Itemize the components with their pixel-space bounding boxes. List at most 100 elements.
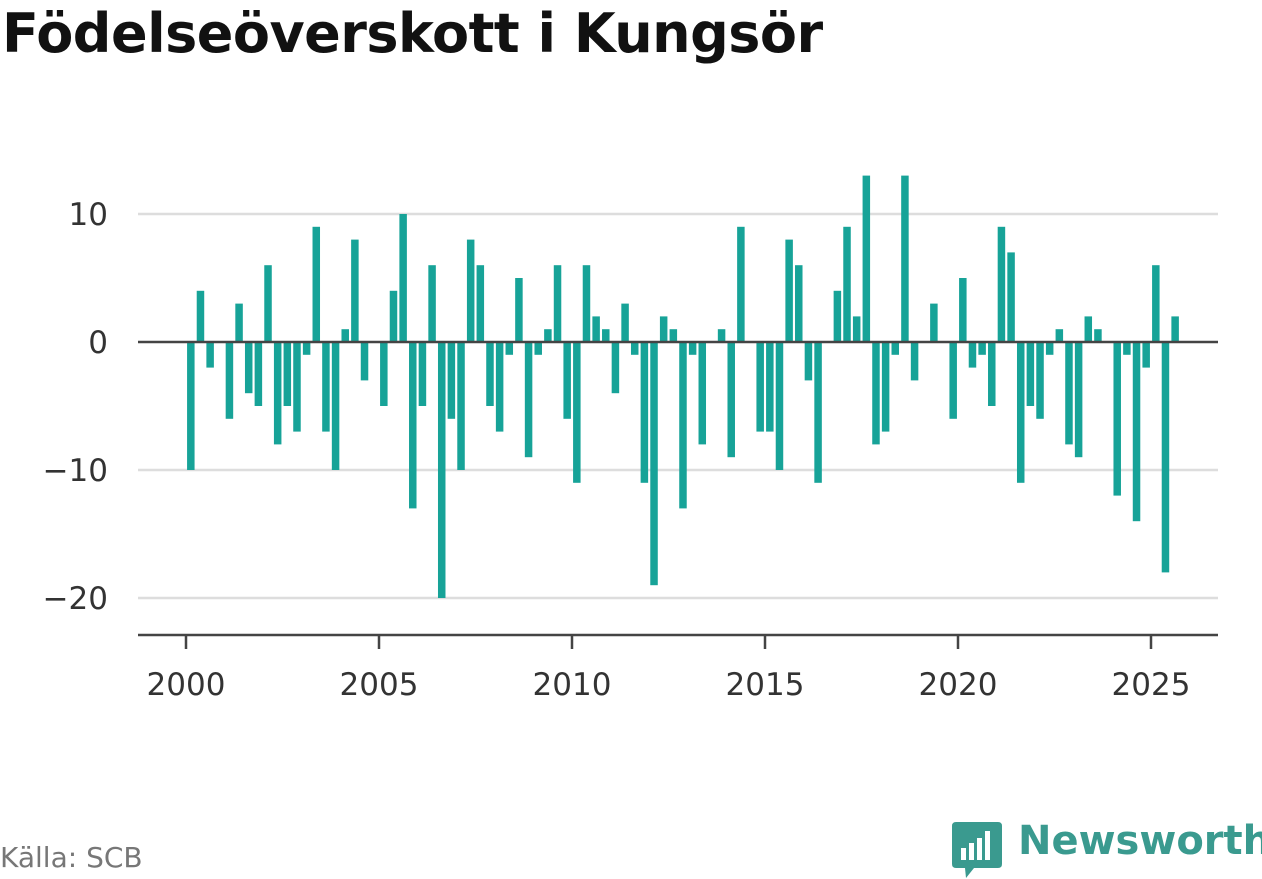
bar: [698, 342, 707, 445]
tick-labels: 10 0 −10 −20 2000 2005 2010 2015 2020 2025: [43, 197, 1191, 703]
x-tick-label: 2020: [919, 667, 998, 703]
bar: [949, 342, 957, 419]
bar: [775, 342, 784, 470]
bar: [1084, 316, 1093, 342]
bar: [196, 290, 205, 342]
bar: [659, 316, 668, 342]
bar: [785, 239, 793, 342]
bar: [611, 342, 620, 394]
bar: [630, 342, 639, 355]
bar: [495, 342, 504, 432]
bar: [640, 342, 649, 483]
bar: [235, 303, 243, 342]
y-tick-label: 10: [69, 197, 108, 233]
bar: [930, 303, 938, 342]
x-tick-label: 2010: [533, 667, 612, 703]
bar: [1161, 342, 1170, 573]
newsworthy-logo-icon: [952, 822, 1002, 878]
bar: [891, 342, 900, 355]
bar: [563, 342, 571, 419]
bar: [1074, 342, 1083, 458]
bar: [1094, 329, 1102, 342]
bar: [872, 342, 880, 445]
x-tick-label: 2025: [1112, 667, 1191, 703]
bar: [1142, 342, 1150, 368]
bar: [592, 316, 600, 342]
bar: [553, 265, 562, 342]
bar: [341, 329, 349, 342]
bar: [524, 342, 533, 458]
bar: [1065, 342, 1073, 445]
brand-name: Newsworthy: [1018, 818, 1262, 864]
grid-lines: [138, 212, 1218, 600]
bar: [852, 316, 861, 342]
bar: [756, 342, 764, 432]
x-tick-label: 2005: [340, 667, 419, 703]
bar: [978, 342, 986, 355]
x-tick-label: 2000: [147, 667, 226, 703]
bar: [1036, 342, 1044, 419]
bar: [293, 342, 301, 432]
bar: [573, 342, 581, 483]
bar: [187, 342, 195, 470]
chart-title: Födelseöverskott i Kungsör: [2, 2, 823, 65]
bar: [1132, 342, 1141, 522]
bar: [669, 329, 678, 342]
bar: [418, 342, 427, 406]
bar: [457, 342, 465, 470]
bar: [302, 342, 311, 355]
bar: [833, 290, 842, 342]
bar: [486, 342, 494, 406]
bar: [804, 342, 813, 381]
bar: [997, 226, 1006, 342]
bar: [515, 278, 523, 342]
bar: [283, 342, 292, 406]
bar: [409, 342, 417, 509]
bar: [331, 342, 340, 470]
brand-logo: Newsworthy: [952, 818, 1262, 878]
bar: [244, 342, 253, 394]
bar: [717, 329, 726, 342]
bar: [360, 342, 369, 381]
bar: [476, 265, 485, 342]
bar: [968, 342, 977, 368]
bar: [437, 342, 446, 598]
bar: [428, 265, 436, 342]
bar: [766, 342, 774, 432]
bar: [1016, 342, 1025, 483]
y-tick-label: 0: [88, 325, 108, 361]
bar: [1152, 265, 1160, 342]
bar: [959, 278, 967, 342]
bar: [737, 226, 745, 342]
bar: [795, 265, 803, 342]
bar: [399, 214, 407, 342]
bar: [1045, 342, 1054, 355]
bar: [322, 342, 330, 432]
bar: [814, 342, 822, 483]
bar: [862, 175, 871, 342]
bar: [225, 342, 234, 419]
bar: [679, 342, 687, 509]
bar: [843, 226, 851, 342]
bar: [881, 342, 890, 432]
y-tick-label: −10: [43, 453, 108, 489]
bar: [1026, 342, 1035, 406]
bar: [254, 342, 263, 406]
bar: [1055, 329, 1064, 342]
source-note: Källa: SCB: [0, 841, 143, 874]
bar: [582, 265, 591, 342]
bar: [389, 290, 398, 342]
bar: [727, 342, 735, 458]
bar: [1123, 342, 1131, 355]
bar: [351, 239, 359, 342]
bar: [264, 265, 272, 342]
x-tick-label: 2015: [726, 667, 805, 703]
bar: [1171, 316, 1179, 342]
bar: [988, 342, 996, 406]
bar: [901, 175, 909, 342]
bar: [544, 329, 552, 342]
bar: [688, 342, 697, 355]
bar: [650, 342, 658, 586]
bar: [273, 342, 282, 445]
bar: [466, 239, 475, 342]
